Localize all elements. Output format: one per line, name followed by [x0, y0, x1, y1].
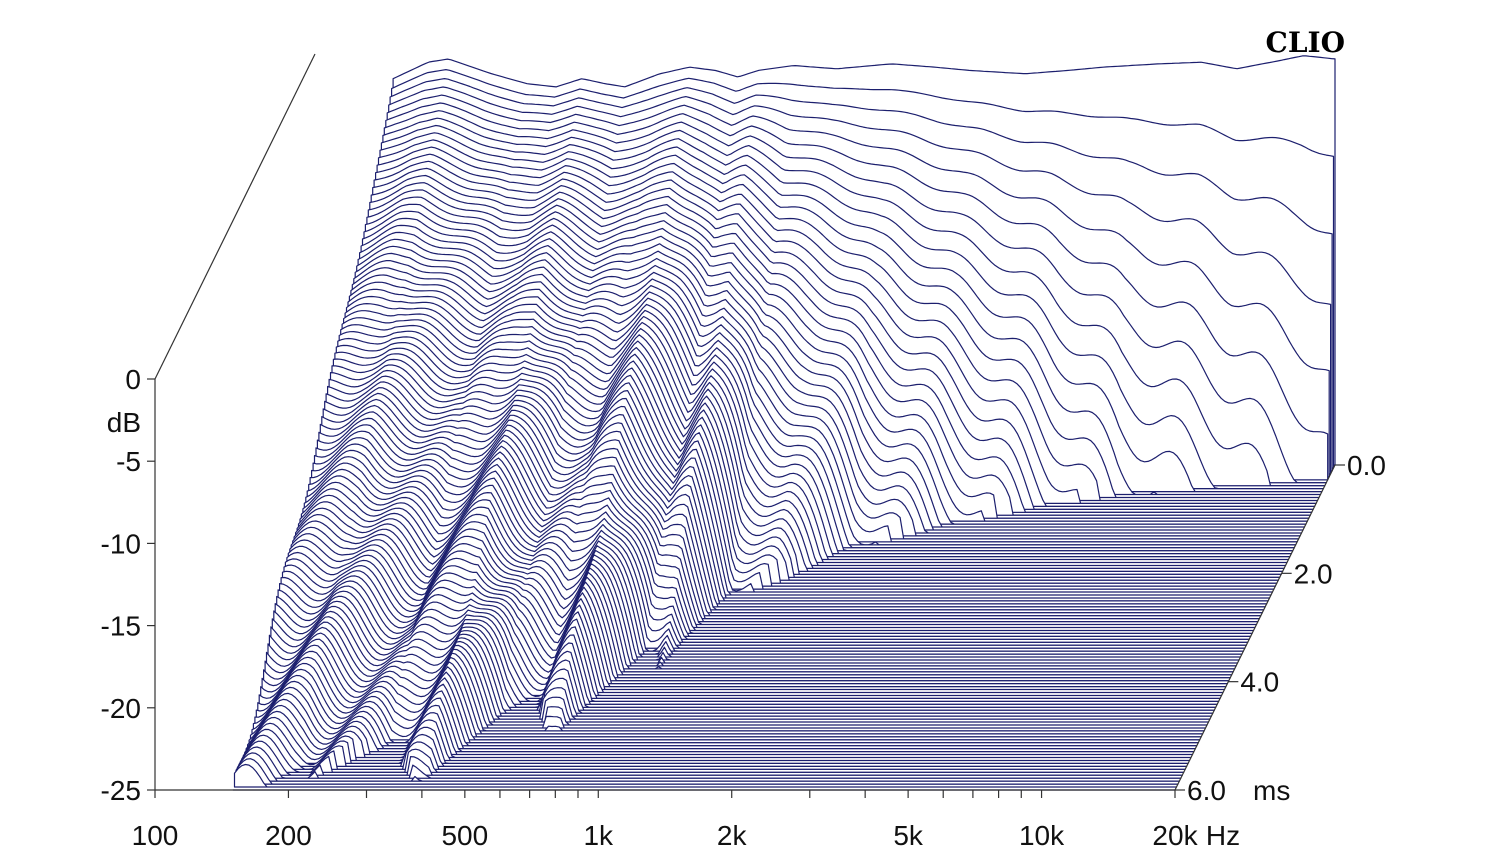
db-tick-label: -10 — [101, 528, 141, 559]
decay-slice — [236, 752, 1180, 782]
frequency-tick-label: 10k — [1019, 820, 1065, 851]
time-tick-label: 6.0 — [1187, 775, 1226, 806]
decay-slice — [233, 763, 1178, 788]
frequency-axis-label: Hz — [1206, 820, 1240, 851]
time-tick-label: 2.0 — [1294, 558, 1333, 589]
db-axis-label: dB — [107, 407, 141, 438]
decay-slice — [279, 583, 1223, 697]
time-axis-line — [1174, 464, 1336, 791]
db-tick-label: -25 — [101, 775, 141, 806]
decay-slice — [235, 758, 1179, 785]
frequency-tick-label: 5k — [893, 820, 924, 851]
frequency-tick-label: 500 — [441, 820, 488, 851]
time-tick-label: 0.0 — [1347, 450, 1386, 481]
decay-slices — [232, 55, 1336, 791]
axis-labels: 0 -5 -10 -15 -20 -25 dB 100 200 500 1k 2k 5k 10k 20k Hz… — [101, 364, 1386, 851]
chart-frame — [147, 53, 1345, 798]
left-depth-edge-top — [154, 53, 316, 380]
frequency-tick-label: 200 — [265, 820, 312, 851]
decay-slice — [244, 722, 1188, 767]
db-tick-label: 0 — [125, 364, 141, 395]
brand-logo: CLIO — [1266, 26, 1345, 59]
frequency-tick-label: 2k — [717, 820, 748, 851]
decay-slice — [242, 728, 1186, 770]
decay-slice — [241, 734, 1185, 773]
frequency-tick-label: 20k — [1152, 820, 1198, 851]
db-tick-label: -15 — [101, 611, 141, 642]
frequency-tick-label: 1k — [583, 820, 614, 851]
decay-slice — [277, 589, 1221, 699]
decay-slice — [239, 740, 1183, 776]
time-tick-label: 4.0 — [1240, 667, 1279, 698]
db-tick-label: -5 — [116, 446, 141, 477]
db-tick-label: -20 — [101, 693, 141, 724]
time-axis-label: ms — [1253, 775, 1290, 806]
frequency-tick-label: 100 — [132, 820, 179, 851]
decay-slice — [238, 746, 1182, 779]
